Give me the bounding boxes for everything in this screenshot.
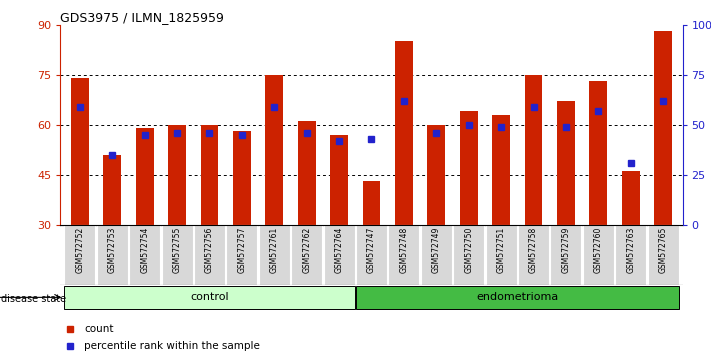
Bar [233,131,251,225]
Text: GSM572765: GSM572765 [658,227,668,273]
Text: percentile rank within the sample: percentile rank within the sample [84,341,260,351]
Bar [460,112,478,225]
Bar [291,225,322,285]
Text: GSM572758: GSM572758 [529,227,538,273]
Bar [169,125,186,225]
Text: GSM572764: GSM572764 [335,227,343,273]
Bar [492,115,510,225]
Text: endometrioma: endometrioma [476,292,558,302]
Bar [64,225,95,285]
Text: GDS3975 / ILMN_1825959: GDS3975 / ILMN_1825959 [60,11,224,24]
Bar [330,135,348,225]
Text: count: count [84,324,114,333]
Bar [103,155,121,225]
Text: GSM572756: GSM572756 [205,227,214,273]
Bar [194,225,225,285]
Text: disease state: disease state [1,294,66,304]
Text: GSM572757: GSM572757 [237,227,247,273]
Bar [589,81,607,225]
Bar [64,286,355,308]
Bar [71,78,89,225]
Text: GSM572762: GSM572762 [302,227,311,273]
Text: GSM572748: GSM572748 [400,227,408,273]
Text: GSM572747: GSM572747 [367,227,376,273]
Text: GSM572763: GSM572763 [626,227,635,273]
Bar [615,225,646,285]
Bar [622,171,640,225]
Bar [265,75,283,225]
Bar [453,225,484,285]
Bar [324,225,355,285]
Bar [421,225,452,285]
Bar [161,225,193,285]
Bar [136,128,154,225]
Text: GSM572754: GSM572754 [140,227,149,273]
Bar [201,125,218,225]
Bar [259,225,290,285]
Bar [97,225,128,285]
Text: GSM572755: GSM572755 [173,227,181,273]
Bar [395,41,413,225]
Bar [550,225,582,285]
Text: GSM572761: GSM572761 [269,227,279,273]
Bar [356,225,387,285]
Text: GSM572753: GSM572753 [108,227,117,273]
Bar [654,32,672,225]
Bar [226,225,257,285]
Bar [427,125,445,225]
Text: GSM572750: GSM572750 [464,227,474,273]
Bar [583,225,614,285]
Text: control: control [190,292,229,302]
Text: GSM572749: GSM572749 [432,227,441,273]
Bar [388,225,419,285]
Text: GSM572759: GSM572759 [562,227,570,273]
Text: GSM572752: GSM572752 [75,227,85,273]
Bar [648,225,679,285]
Bar [129,225,160,285]
Bar [298,121,316,225]
Text: GSM572760: GSM572760 [594,227,603,273]
Bar [518,225,549,285]
Text: GSM572751: GSM572751 [496,227,506,273]
Bar [525,75,542,225]
Bar [356,286,679,308]
Bar [363,182,380,225]
Bar [557,102,574,225]
Bar [486,225,517,285]
